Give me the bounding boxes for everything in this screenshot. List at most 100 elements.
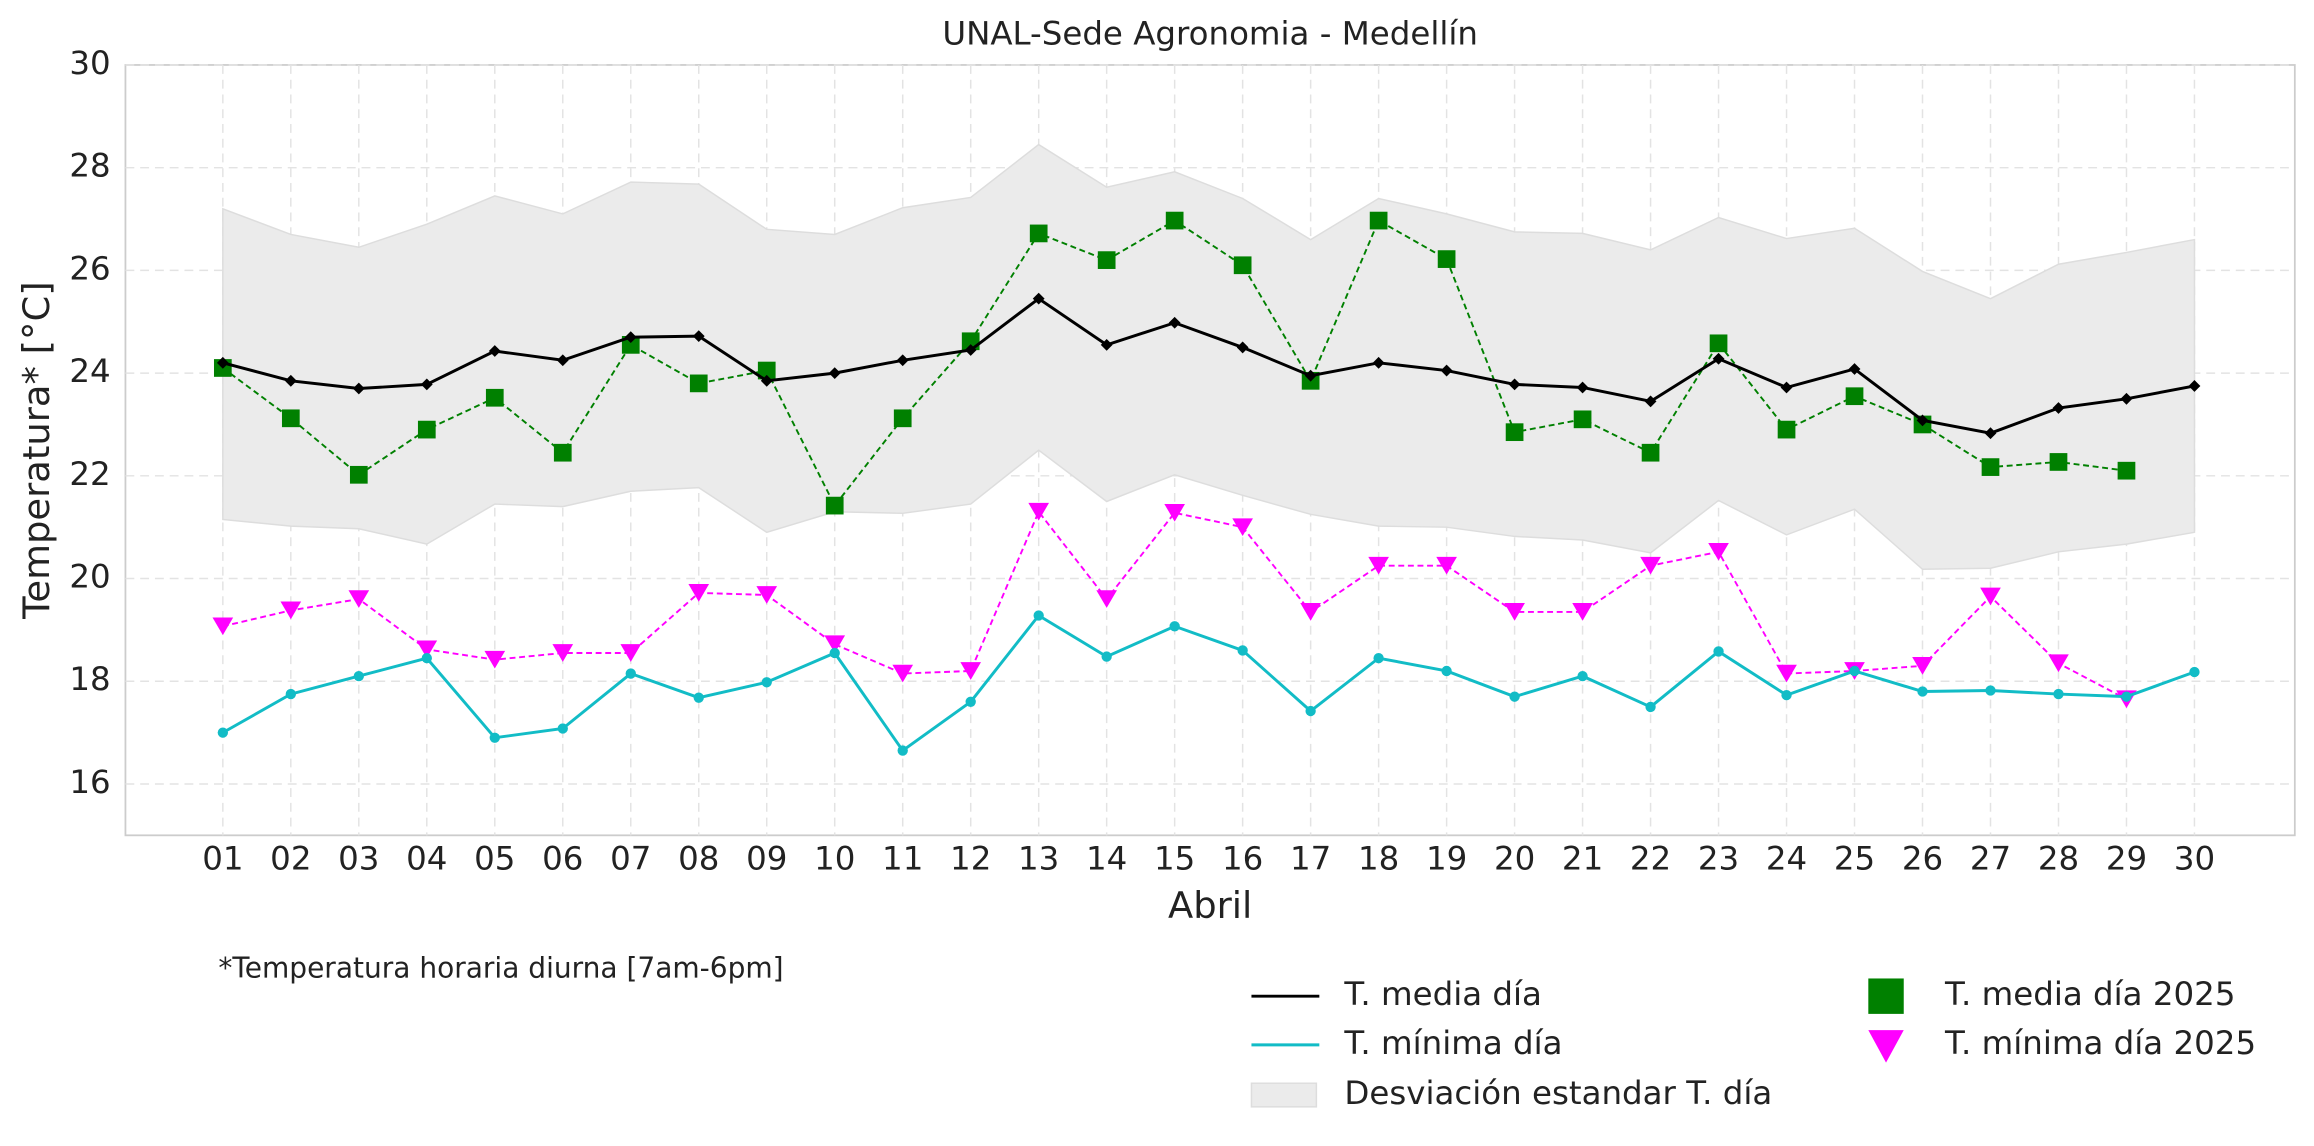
point [1777,420,1796,439]
y-tick-label: 26 [69,249,110,287]
point [965,696,976,707]
point [897,745,908,756]
point [1641,443,1660,462]
x-tick-label: 13 [1018,839,1059,877]
point [1233,256,1252,275]
legend-swatch [1250,1082,1318,1108]
x-tick-label: 18 [1358,839,1399,877]
point [2117,461,2136,480]
point [353,670,364,682]
point [1032,292,1045,305]
point [1505,423,1524,442]
point [960,662,982,680]
chart-title: UNAL-Sede Agronomia - Medellín [942,14,1478,52]
point [1573,410,1592,429]
point [692,330,705,343]
point [217,727,229,738]
point [1237,645,1248,656]
point [1712,352,1725,365]
legend-swatch [1868,978,1904,1014]
point [2048,654,2069,673]
point [285,688,296,700]
point [892,664,914,683]
point [1577,670,1588,682]
point [212,617,234,636]
x-tick-label: 17 [1290,839,1331,877]
point [1576,381,1589,394]
point [484,650,506,669]
point [1504,603,1525,621]
legend-label: T. mínima día 2025 [1944,1024,2256,1062]
y-tick-label: 16 [69,763,110,801]
point [1165,211,1184,230]
x-tick-label: 04 [406,839,447,877]
x-tick-label: 02 [270,839,311,877]
legend-label: T. media día 2025 [1944,975,2235,1013]
x-tick-label: 06 [542,839,583,877]
point [553,443,572,462]
point [1096,590,1118,608]
y-tick-label: 30 [69,44,110,82]
point [621,336,640,354]
x-axis-label: Abril [1168,884,1252,927]
point [1776,664,1797,683]
point [1168,316,1181,329]
point [416,640,438,659]
point [2121,691,2132,702]
x-tick-label: 12 [950,839,991,877]
point [1849,665,1860,677]
y-axis-label: Temperatura* [°C] [15,281,58,619]
point [1440,364,1453,377]
x-tick-label: 07 [610,839,651,877]
x-tick-label: 03 [338,839,379,877]
x-tick-label: 24 [1766,839,1807,877]
point [829,647,840,659]
point [756,586,778,604]
point [1304,369,1317,382]
point [893,409,912,428]
point [1164,503,1185,522]
point [1368,556,1389,575]
point [1441,665,1452,677]
x-tick-label: 14 [1086,839,1127,877]
point [1033,610,1044,621]
point [552,644,574,662]
point [1781,689,1792,701]
point [489,732,500,743]
point [1028,502,1050,521]
y-tick-label: 18 [69,660,110,698]
point [620,644,642,662]
x-tick-label: 16 [1222,839,1263,877]
point [1980,587,2001,606]
point [1097,251,1116,269]
x-tick-label: 08 [678,839,719,877]
x-tick-label: 10 [814,839,855,877]
point [624,331,637,344]
x-tick-label: 21 [1562,839,1603,877]
point [1572,603,1593,621]
x-tick-label: 29 [2106,839,2147,877]
x-tick-label: 05 [474,839,515,877]
point [1912,656,1933,675]
point [1101,651,1112,662]
footnote: *Temperatura horaria diurna [7am-6pm] [218,952,783,985]
point [349,465,368,484]
x-tick-label: 25 [1834,839,1875,877]
y-tick-label: 20 [69,558,110,596]
point [1508,378,1521,391]
point [1436,556,1457,575]
point [1644,395,1657,408]
x-tick-label: 30 [2174,839,2215,877]
y-tick-label: 22 [69,455,110,493]
point [1236,341,1249,354]
point [352,382,365,395]
point [1780,381,1793,394]
point [2189,666,2200,678]
x-tick-label: 27 [1970,839,2011,877]
point [1917,686,1928,697]
point [825,496,844,515]
point [1709,334,1728,353]
x-tick-label: 23 [1698,839,1739,877]
point [485,388,504,407]
